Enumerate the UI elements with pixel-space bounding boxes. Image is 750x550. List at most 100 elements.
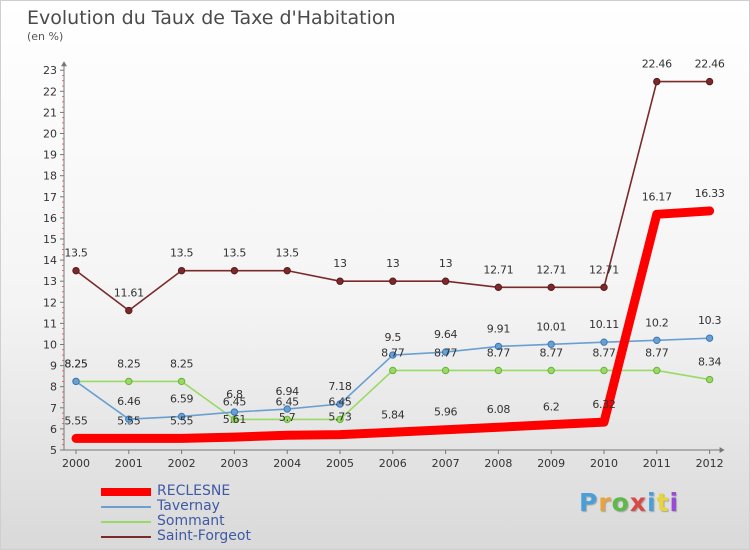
logo-letter: t xyxy=(656,488,670,517)
data-point xyxy=(230,415,239,424)
data-label: 6.94 xyxy=(276,385,300,398)
data-label: 8.25 xyxy=(64,357,88,370)
x-tick-label: 2006 xyxy=(379,457,407,470)
data-label: 8.77 xyxy=(540,346,564,359)
x-tick-label: 2004 xyxy=(273,457,301,470)
data-label: 5.55 xyxy=(170,414,194,427)
data-point xyxy=(547,366,555,375)
y-tick-label: 7 xyxy=(50,402,57,415)
logo-letter: P xyxy=(579,488,599,517)
proxiti-logo: Proxiti xyxy=(579,488,679,517)
logo-letter: i xyxy=(647,488,657,517)
data-label: 12.71 xyxy=(536,263,566,276)
data-point xyxy=(72,377,80,386)
y-tick-label: 8 xyxy=(50,381,57,394)
data-label: 6.45 xyxy=(223,395,247,408)
axes: 5 6 7 8 9 10 11 12 13 14 15 16 17 18 19 20 21 22 23 2000 200… xyxy=(43,61,725,470)
data-point xyxy=(336,415,344,424)
data-label: 5.96 xyxy=(434,406,458,419)
data-label: 8.25 xyxy=(64,357,88,370)
x-tick-label: 2005 xyxy=(326,457,354,470)
data-point xyxy=(494,366,503,375)
y-tick-label: 13 xyxy=(43,275,57,288)
y-tick-label: 17 xyxy=(43,191,57,204)
data-point xyxy=(389,366,397,375)
data-point xyxy=(705,77,714,86)
x-tick-label: 2001 xyxy=(115,457,143,470)
y-tick-label: 12 xyxy=(43,296,57,309)
data-point xyxy=(547,340,555,348)
data-point xyxy=(125,415,133,423)
legend-swatch xyxy=(101,488,151,496)
data-label: 12.71 xyxy=(589,263,619,276)
data-label: 13.5 xyxy=(170,247,194,260)
legend-label: Sommant xyxy=(157,513,225,529)
legend-label: RECLESNE xyxy=(157,483,231,499)
data-point xyxy=(283,266,291,275)
data-label: 16.17 xyxy=(642,190,672,203)
legend-item: Sommant xyxy=(101,513,361,529)
data-label: 7.18 xyxy=(328,380,352,393)
legend-item: RECLESNE xyxy=(101,483,361,499)
data-point xyxy=(177,412,186,421)
y-axis-arrow xyxy=(61,61,67,67)
data-point xyxy=(600,283,608,292)
x-tick-label: 2003 xyxy=(220,457,248,470)
data-label: 13 xyxy=(333,257,347,270)
x-tick-label: 2007 xyxy=(432,457,460,470)
data-label: 6.45 xyxy=(328,395,352,408)
data-point xyxy=(547,283,555,292)
data-label: 6.45 xyxy=(276,395,300,408)
y-tick-label: 19 xyxy=(43,149,57,162)
data-label: 5.55 xyxy=(64,414,88,427)
data-label: 13.5 xyxy=(64,247,88,260)
data-label: 5.61 xyxy=(223,413,246,426)
data-point xyxy=(389,351,397,359)
data-point xyxy=(494,342,503,351)
y-tick-label: 14 xyxy=(43,254,57,267)
data-point xyxy=(230,408,239,416)
legend-swatch xyxy=(101,536,151,538)
chart-subtitle: (en %) xyxy=(27,30,64,43)
data-point xyxy=(125,377,133,386)
logo-letter: o xyxy=(611,488,630,517)
data-point xyxy=(230,266,239,275)
data-point xyxy=(125,306,133,315)
x-tick-label: 2012 xyxy=(696,457,724,470)
data-label: 8.25 xyxy=(170,357,194,370)
data-points xyxy=(72,77,714,424)
x-axis-arrow xyxy=(719,447,725,453)
data-label: 5.73 xyxy=(328,411,352,424)
y-tick-label: 23 xyxy=(43,64,57,77)
legend-item: Saint-Forgeot xyxy=(101,528,361,544)
legend-label: Tavernay xyxy=(157,498,220,514)
legend-label: Saint-Forgeot xyxy=(157,528,251,544)
logo-letter: x xyxy=(629,488,647,517)
data-point xyxy=(72,266,80,275)
data-label: 16.33 xyxy=(695,187,725,200)
y-tick-label: 15 xyxy=(43,233,57,246)
data-point xyxy=(600,338,608,346)
data-label: 8.77 xyxy=(592,346,616,359)
data-point xyxy=(441,366,450,375)
legend-swatch xyxy=(101,506,151,508)
y-tick-label: 6 xyxy=(50,423,57,436)
data-label: 10.2 xyxy=(645,316,668,329)
x-tick-label: 2009 xyxy=(537,457,565,470)
data-point xyxy=(283,415,291,424)
data-point xyxy=(600,366,608,375)
x-tick-label: 2002 xyxy=(168,457,196,470)
data-point xyxy=(336,277,344,285)
data-point xyxy=(177,377,186,386)
logo-letter: r xyxy=(598,488,612,517)
y-tick-label: 9 xyxy=(50,360,57,373)
data-label: 10.01 xyxy=(536,320,566,333)
data-label: 10.3 xyxy=(698,314,722,327)
data-labels: 13.5 11.61 13.5 13.5 13.5 13 13 13 12.71 12.71 12.… xyxy=(64,58,725,428)
x-tick-label: 2011 xyxy=(643,457,671,470)
series-line-reclesne xyxy=(71,206,715,443)
data-point xyxy=(441,277,450,285)
data-point xyxy=(705,375,714,384)
y-tick-label: 20 xyxy=(43,128,57,141)
data-label: 8.77 xyxy=(434,346,458,359)
